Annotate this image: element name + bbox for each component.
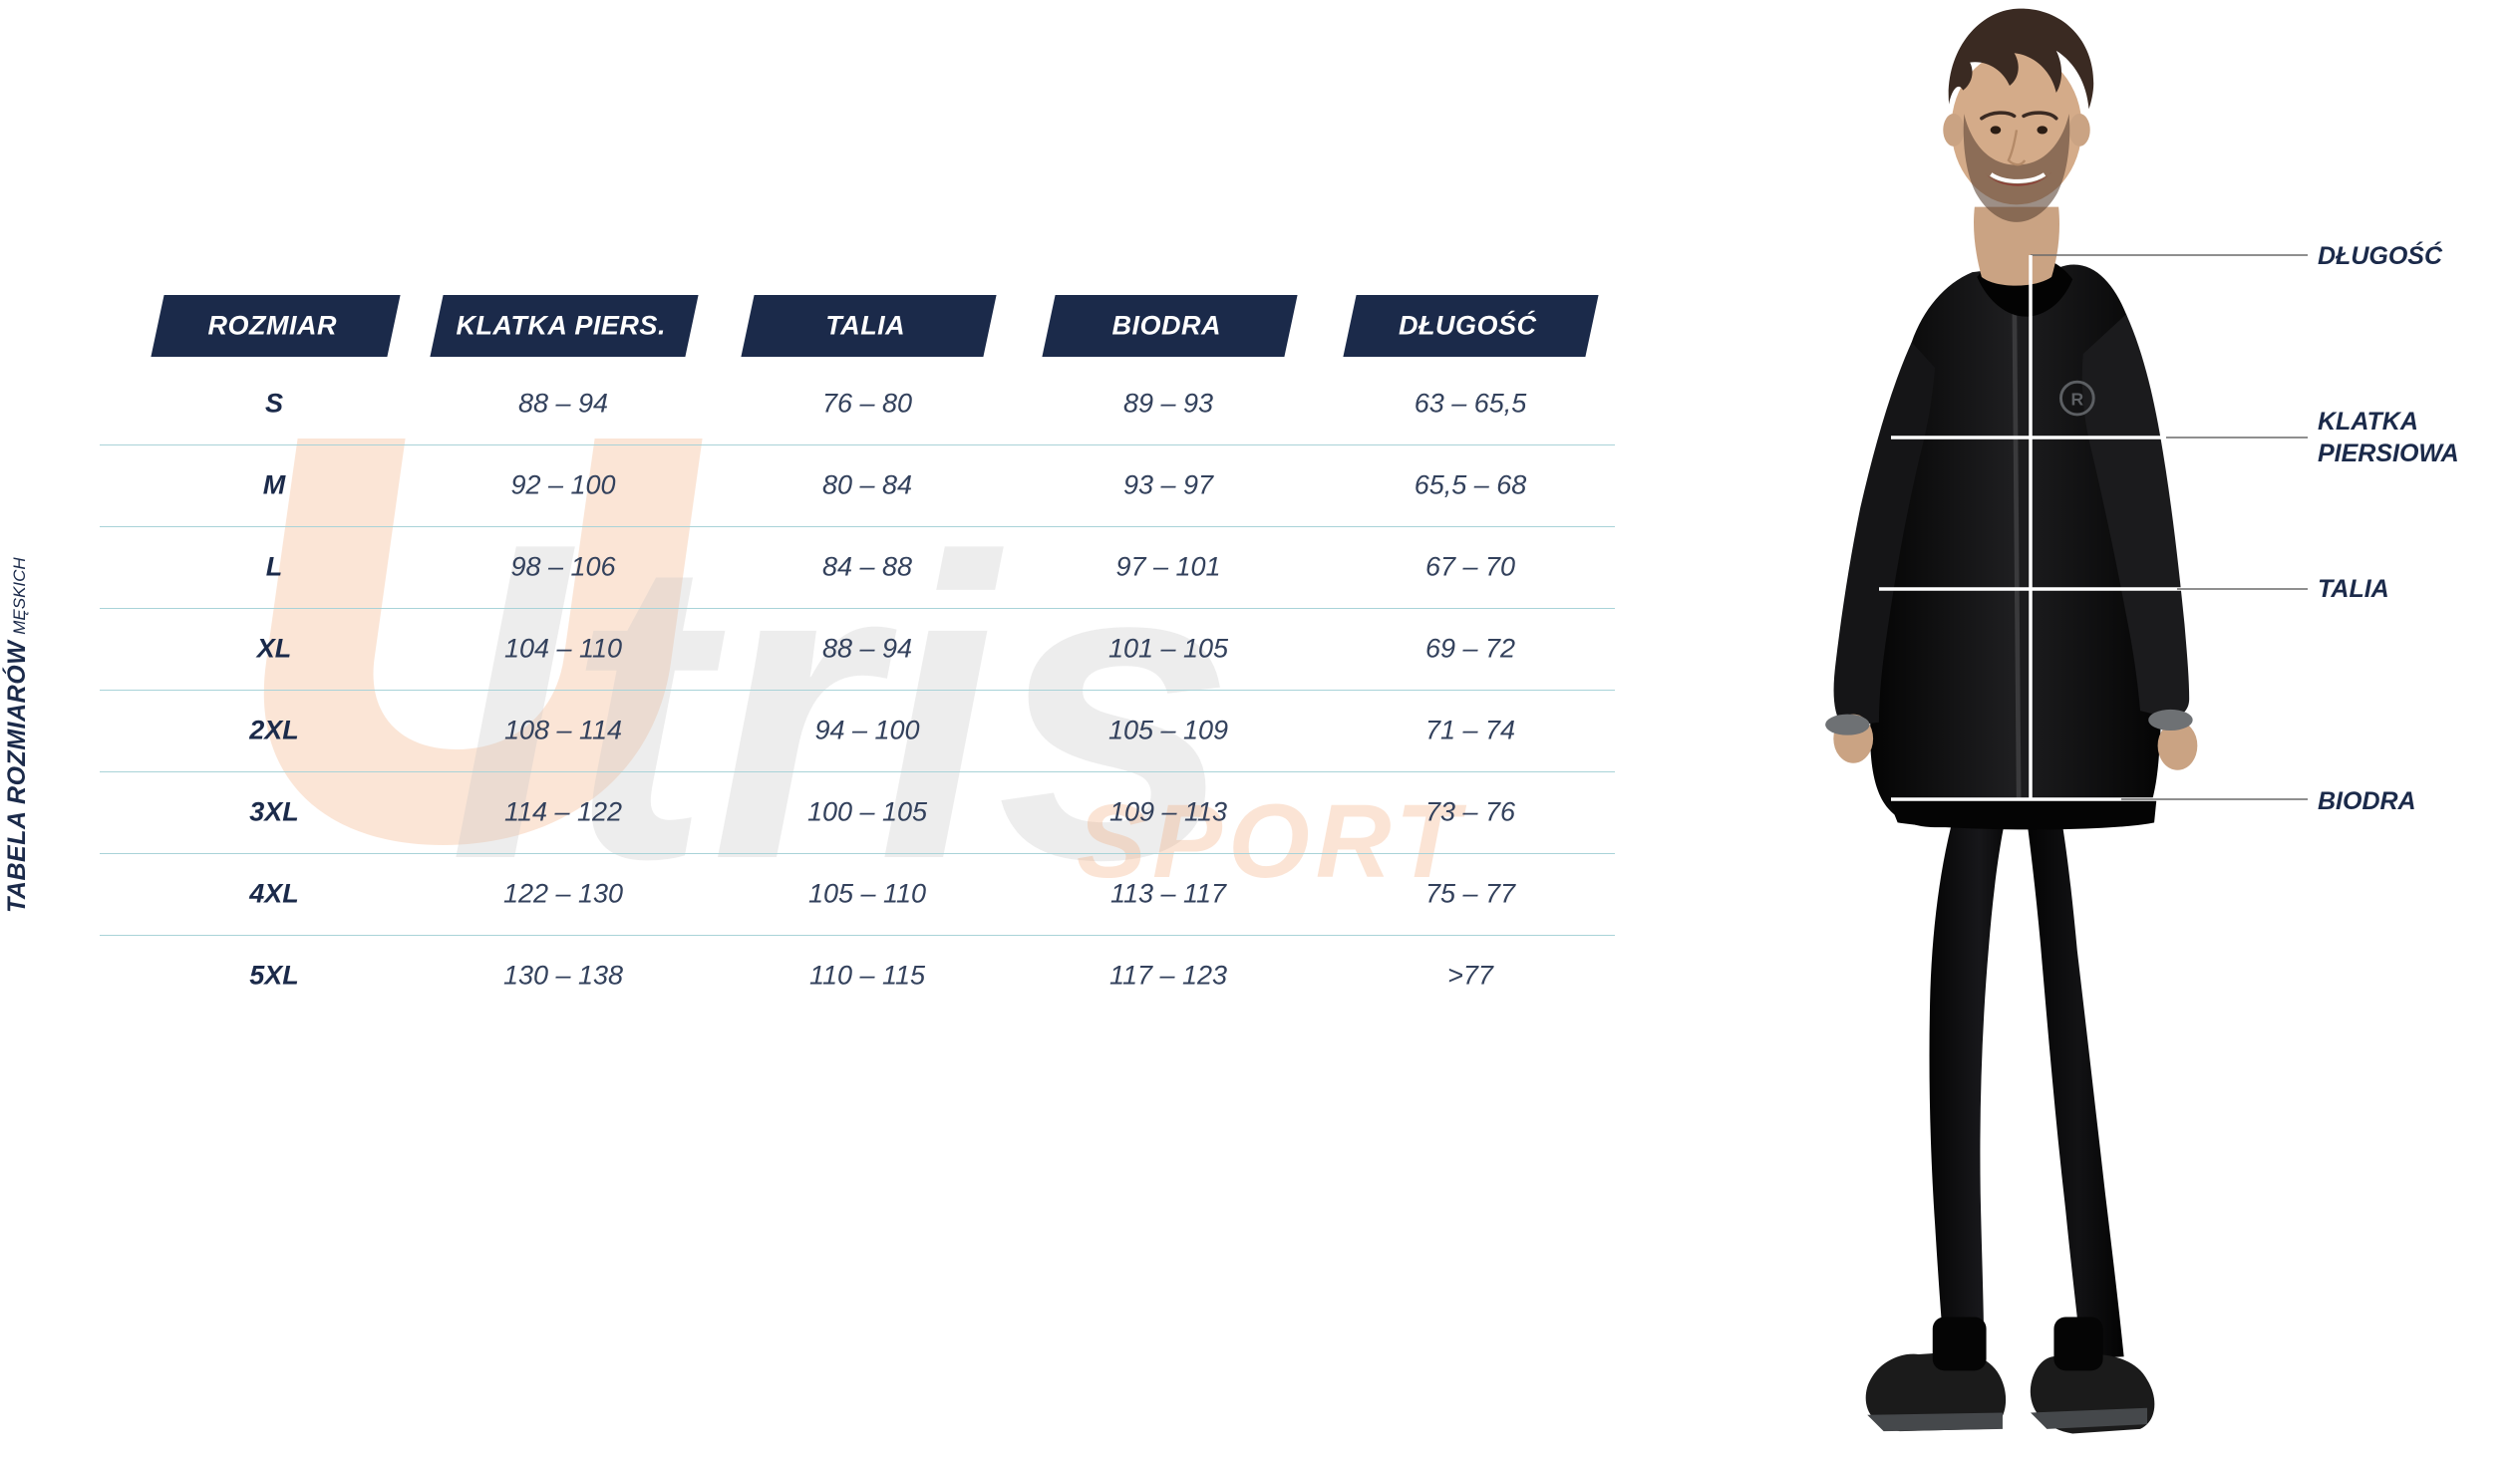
svg-text:R: R — [2071, 390, 2084, 410]
svg-text:PIERSIOWA: PIERSIOWA — [2318, 440, 2459, 467]
svg-text:TALIA: TALIA — [2318, 575, 2389, 603]
svg-text:BIODRA: BIODRA — [2318, 787, 2416, 815]
svg-text:DŁUGOŚĆ: DŁUGOŚĆ — [2318, 241, 2443, 270]
svg-text:KLATKA: KLATKA — [2318, 408, 2418, 436]
